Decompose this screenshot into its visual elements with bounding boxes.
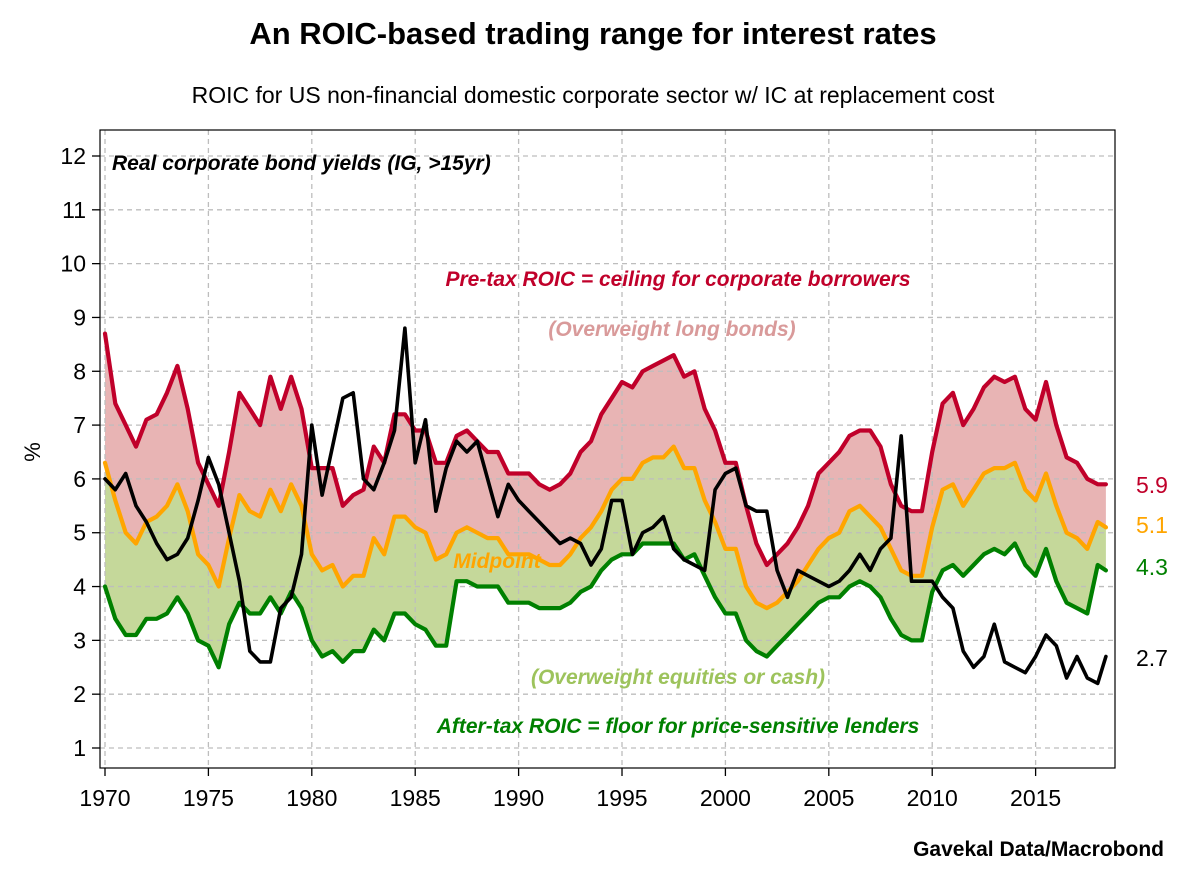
midpoint-end-value-label: 5.1 xyxy=(1136,512,1168,538)
x-tick-label: 2010 xyxy=(907,785,958,811)
lower-zone-label: (Overweight equities or cash) xyxy=(531,666,825,689)
y-tick-label: 9 xyxy=(73,304,86,330)
bond-series-label: Real corporate bond yields (IG, >15yr) xyxy=(112,152,491,175)
chart-subtitle: ROIC for US non-financial domestic corpo… xyxy=(191,82,995,108)
midpoint-series-line xyxy=(102,444,1108,611)
y-tick-label: 11 xyxy=(62,197,86,223)
x-tick-label: 2015 xyxy=(1010,785,1061,811)
band-fills xyxy=(105,333,1106,668)
y-tick-label: 12 xyxy=(60,143,86,169)
y-tick-label: 6 xyxy=(73,466,86,492)
y-tick-label: 3 xyxy=(73,627,86,653)
pretax-label: Pre-tax ROIC = ceiling for corporate bor… xyxy=(445,268,910,291)
pretax-end-value-label: 5.9 xyxy=(1136,472,1168,498)
bond-end-value-label: 2.7 xyxy=(1136,645,1168,671)
y-tick-label: 10 xyxy=(60,251,86,277)
data-source-credit: Gavekal Data/Macrobond xyxy=(913,838,1164,861)
y-tick-label: 7 xyxy=(73,412,86,438)
y-tick-label: 1 xyxy=(73,735,86,761)
x-tick-label: 1970 xyxy=(79,785,130,811)
upper-band-area xyxy=(105,333,1106,609)
y-tick-label: 4 xyxy=(73,574,86,600)
chart-title: An ROIC-based trading range for interest… xyxy=(249,16,937,51)
x-tick-label: 1990 xyxy=(493,785,544,811)
x-tick-label: 1975 xyxy=(183,785,234,811)
aftertax-series-line xyxy=(102,541,1108,670)
upper-zone-label: (Overweight long bonds) xyxy=(548,318,795,341)
y-tick-label: 5 xyxy=(73,520,86,546)
midpoint-label: Midpoint xyxy=(453,550,541,573)
pretax-series-line xyxy=(102,331,1108,568)
y-tick-label: 8 xyxy=(73,358,86,384)
x-tick-label: 1985 xyxy=(390,785,441,811)
x-tick-label: 2005 xyxy=(803,785,854,811)
x-tick-label: 2000 xyxy=(700,785,751,811)
y-axis-label: % xyxy=(20,442,45,462)
aftertax-end-value-label: 4.3 xyxy=(1136,554,1168,580)
plot-frame xyxy=(99,129,1116,769)
aftertax-label: After-tax ROIC = floor for price-sensiti… xyxy=(436,715,920,738)
series-lines xyxy=(102,326,1108,686)
bond-series-line xyxy=(103,326,1108,686)
y-tick-label: 2 xyxy=(73,681,86,707)
x-tick-label: 1995 xyxy=(596,785,647,811)
x-tick-label: 1980 xyxy=(286,785,337,811)
chart-annotations: Real corporate bond yields (IG, >15yr) Pr… xyxy=(112,152,1168,738)
lower-band-area xyxy=(105,446,1106,668)
